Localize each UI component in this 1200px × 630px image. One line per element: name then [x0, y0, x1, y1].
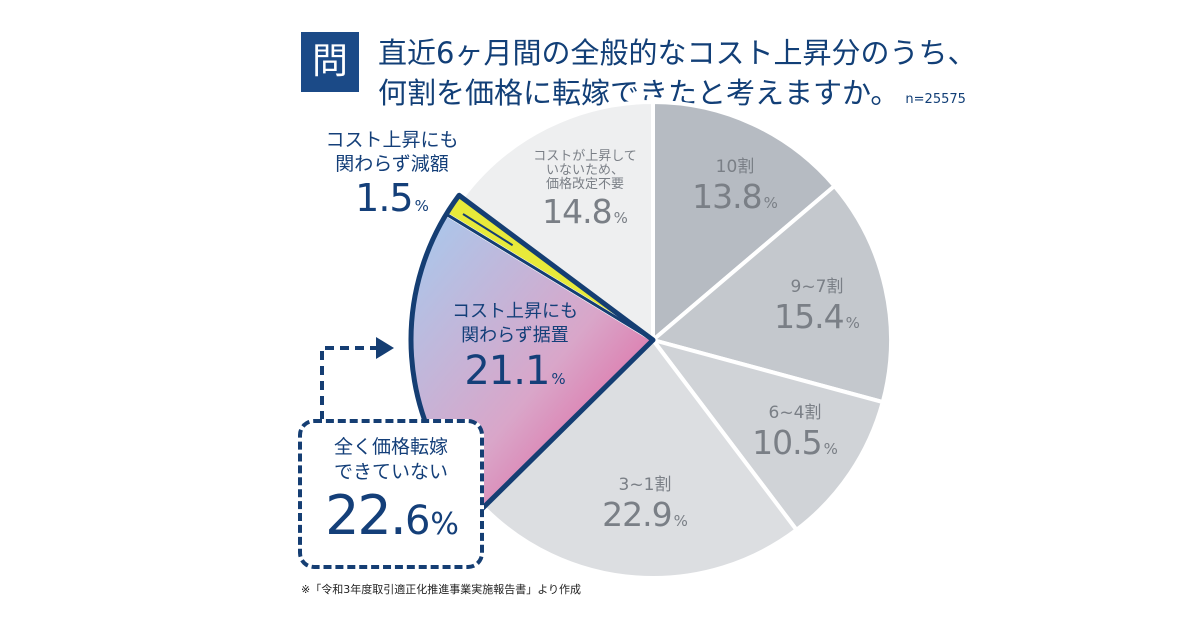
label-10-wari-category: 10割	[715, 157, 755, 177]
label-6-4-wari-unit: %	[823, 440, 838, 458]
reduced-leader-line	[462, 213, 514, 247]
label-6-4-wari: 6~4割 10.5%	[740, 398, 850, 462]
slice-3-1-wari	[481, 338, 799, 580]
label-6-4-wari-value: 10.5	[752, 423, 822, 462]
label-9-7-wari-category: 9~7割	[790, 277, 844, 297]
label-9-7-wari-unit: %	[845, 314, 860, 332]
label-10-wari-unit: %	[763, 194, 778, 212]
label-9-7-wari-value: 15.4	[774, 297, 844, 336]
highlight-divider	[445, 212, 654, 342]
label-no-change-value: 14.8	[542, 192, 612, 231]
label-3-1-wari-value: 22.9	[602, 495, 672, 534]
label-6-4-wari-category: 6~4割	[768, 403, 822, 423]
question-text-line-1: 直近6ヶ月間の全般的なコスト上昇分のうち、	[378, 36, 977, 70]
callout-label-line-1: 全く価格転嫁	[333, 436, 448, 458]
callout-arrow-head	[376, 337, 394, 359]
slice-no-change	[460, 100, 655, 342]
slice-9-7-wari	[651, 184, 893, 405]
callout-value: 22.6%	[302, 485, 480, 556]
callout-value-dec: 6	[404, 498, 430, 544]
label-3-1-wari: 3~1割 22.9%	[585, 470, 705, 534]
callout-value-int: 22.	[325, 484, 407, 547]
label-10-wari: 10割 13.8%	[680, 152, 790, 216]
label-kept-line-2: 関わらず据置	[461, 325, 569, 346]
slice-6-4-wari	[651, 338, 885, 532]
label-no-change-line-1: コストが上昇して	[533, 149, 637, 164]
question-badge: 問	[301, 32, 359, 92]
label-reduced-line-1: コスト上昇にも	[325, 129, 459, 151]
label-no-change-line-3: 価格改定不要	[545, 177, 624, 192]
label-kept: コスト上昇にも 関わらず据置 21.1%	[430, 300, 600, 394]
label-kept-line-1: コスト上昇にも	[452, 301, 578, 322]
slice-10-wari	[651, 100, 837, 342]
callout-arrow	[320, 346, 378, 420]
label-10-wari-value: 13.8	[692, 177, 762, 216]
label-reduced-value: 1.5	[355, 176, 413, 220]
label-kept-unit: %	[551, 370, 566, 388]
label-no-change-unit: %	[613, 209, 628, 227]
label-3-1-wari-category: 3~1割	[618, 475, 672, 495]
label-reduced-line-2: 関わらず減額	[335, 153, 449, 175]
sample-size: n=25575	[905, 92, 966, 107]
label-no-change-line-2: いないため、	[545, 163, 624, 178]
label-reduced-unit: %	[414, 197, 429, 215]
footnote: ※「令和3年度取引適正化推進事業実施報告書」より作成	[301, 583, 581, 596]
label-3-1-wari-unit: %	[673, 512, 688, 530]
callout-value-unit: %	[430, 507, 458, 542]
label-no-change: コストが上昇して いないため、 価格改定不要 14.8%	[525, 149, 645, 232]
callout-label: 全く価格転嫁 できていない	[302, 435, 480, 485]
callout-no-pass-through: 全く価格転嫁 できていない 22.6%	[298, 419, 484, 569]
label-9-7-wari: 9~7割 15.4%	[762, 272, 872, 336]
label-kept-value: 21.1	[464, 348, 550, 394]
callout-label-line-2: できていない	[333, 461, 448, 483]
label-reduced: コスト上昇にも 関わらず減額 1.5%	[307, 128, 477, 220]
